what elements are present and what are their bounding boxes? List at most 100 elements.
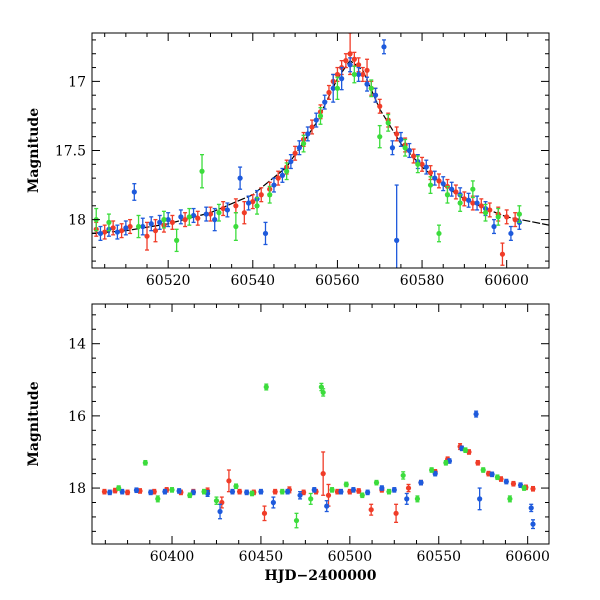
data-marker (508, 230, 514, 237)
data-point-blue (338, 488, 344, 495)
data-marker (116, 485, 122, 491)
data-marker (110, 225, 116, 231)
data-point-red (453, 184, 459, 200)
data-point-green (462, 447, 469, 453)
data-marker (350, 487, 356, 493)
data-marker (394, 237, 400, 243)
data-marker (114, 229, 120, 235)
data-marker (272, 489, 278, 495)
series-green (116, 382, 527, 529)
data-marker (124, 489, 131, 495)
data-point-green (385, 113, 391, 132)
data-marker (504, 214, 510, 220)
data-marker (473, 411, 479, 417)
data-point-red (419, 156, 425, 172)
data-marker (347, 62, 353, 68)
data-point-red (102, 224, 108, 240)
data-marker (292, 150, 298, 156)
data-marker (491, 223, 497, 230)
data-marker (186, 214, 192, 220)
series-red (101, 443, 536, 523)
data-marker (334, 71, 341, 78)
data-point-green (329, 487, 335, 493)
data-marker (406, 147, 412, 154)
data-point-green (187, 492, 193, 499)
data-marker (309, 124, 315, 130)
data-point-green (249, 490, 255, 497)
data-marker (254, 203, 260, 209)
data-point-blue (508, 225, 514, 242)
data-point-red (292, 145, 298, 161)
data-marker (419, 161, 425, 167)
data-marker (404, 496, 410, 502)
data-point-blue (279, 167, 286, 183)
data-marker (436, 178, 442, 184)
data-marker (279, 489, 285, 495)
data-point-green (443, 459, 449, 466)
data-marker (427, 182, 434, 188)
data-point-green (377, 124, 383, 149)
data-marker (530, 486, 536, 492)
series-blue (97, 39, 522, 268)
data-point-blue (190, 489, 196, 496)
data-point-green (233, 212, 239, 242)
x-tick-label: 60400 (150, 549, 195, 565)
data-point-red (475, 459, 481, 466)
data-point-green (373, 479, 380, 486)
data-point-red (530, 485, 536, 492)
data-marker (494, 474, 501, 480)
data-point-red (195, 210, 201, 226)
data-marker (270, 499, 276, 506)
data-point-red (220, 200, 226, 217)
data-marker (133, 487, 140, 493)
data-point-blue (491, 218, 497, 235)
data-point-green (482, 203, 489, 222)
data-point-blue (339, 66, 345, 91)
data-marker (169, 219, 175, 225)
series-green (93, 65, 522, 253)
top-panel-zoomed-lightcurve: 60520 60540 60560 60580 60600 17 17.5 18 Magnitu… (26, 32, 550, 289)
data-point-red (461, 191, 467, 207)
data-marker (377, 134, 383, 140)
data-marker (480, 467, 486, 473)
data-point-green (233, 483, 239, 490)
data-point-red (410, 148, 417, 164)
data-point-blue (449, 181, 455, 197)
data-marker (313, 117, 319, 123)
y-tick-label: 17.5 (55, 144, 86, 160)
data-marker (102, 229, 108, 235)
data-point-red (504, 209, 510, 225)
data-marker (368, 85, 374, 91)
y-tick-label: 16 (68, 409, 86, 425)
data-marker (107, 489, 113, 495)
data-marker (517, 482, 524, 488)
data-point-green (427, 176, 434, 195)
data-marker (410, 153, 417, 159)
data-point-green (414, 495, 421, 503)
data-point-red (261, 505, 268, 522)
data-point-green (400, 471, 406, 480)
data-point-red (236, 488, 243, 495)
data-marker (418, 480, 424, 486)
data-point-green (142, 459, 148, 466)
data-marker (461, 196, 467, 202)
data-marker (364, 81, 370, 87)
x-tick-label: 60540 (231, 273, 276, 289)
data-point-blue (165, 212, 171, 228)
data-marker (261, 510, 268, 516)
plot-area (92, 33, 549, 268)
data-point-red (405, 483, 412, 493)
data-marker (356, 488, 362, 494)
y-tick-label: 18 (68, 481, 86, 497)
data-point-blue (477, 487, 483, 511)
data-point-blue (322, 94, 328, 110)
data-point-red (272, 488, 278, 495)
data-point-green (334, 76, 341, 101)
data-marker (324, 503, 330, 509)
data-marker (293, 517, 300, 524)
data-point-blue (432, 170, 438, 186)
data-marker (385, 120, 391, 126)
data-point-green (201, 488, 207, 495)
data-point-green (174, 228, 180, 253)
data-marker (233, 203, 239, 209)
